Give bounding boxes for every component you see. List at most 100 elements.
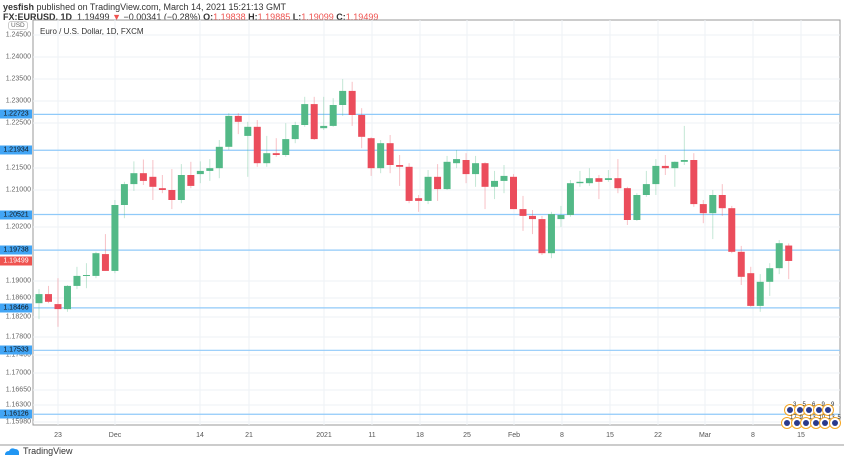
candle[interactable] (585, 168, 593, 186)
candle[interactable] (263, 135, 271, 167)
candle[interactable] (206, 159, 214, 181)
candle-body (367, 138, 375, 169)
candle[interactable] (699, 200, 707, 224)
economic-event-icon[interactable]: 9 (822, 402, 834, 416)
candle[interactable] (642, 170, 650, 197)
candle[interactable] (320, 96, 328, 130)
candle[interactable] (547, 211, 555, 259)
candle[interactable] (101, 234, 109, 271)
last-price: 1.19499 (77, 12, 110, 22)
candle[interactable] (82, 263, 90, 289)
candle[interactable] (538, 215, 546, 255)
candle[interactable] (158, 175, 166, 194)
candle[interactable] (225, 113, 233, 150)
candle[interactable] (576, 170, 584, 187)
candle[interactable] (377, 140, 385, 174)
candle[interactable] (566, 180, 574, 217)
candle[interactable] (73, 266, 81, 290)
y-tick-label: 1.24500 (5, 31, 31, 39)
economic-event-icon[interactable]: 5 (828, 415, 841, 429)
candle[interactable] (358, 108, 366, 149)
candle[interactable] (500, 165, 508, 194)
candle[interactable] (177, 164, 185, 204)
candle[interactable] (443, 155, 451, 190)
candle[interactable] (652, 159, 660, 195)
candle[interactable] (168, 169, 176, 210)
candle[interactable] (718, 184, 726, 216)
candle[interactable] (215, 140, 223, 179)
candle-body (491, 180, 499, 187)
plot-area[interactable] (32, 19, 841, 426)
candle[interactable] (54, 278, 62, 327)
candle[interactable] (253, 120, 261, 167)
candle[interactable] (510, 174, 517, 210)
candle[interactable] (396, 155, 404, 186)
tradingview-logo[interactable]: TradingView (4, 446, 73, 456)
candle-body (500, 175, 508, 181)
candle[interactable] (367, 137, 375, 176)
x-tick-label: 2021 (316, 432, 332, 439)
candle[interactable] (528, 210, 536, 235)
candle[interactable] (44, 285, 52, 304)
candle[interactable] (301, 96, 309, 127)
candle[interactable] (785, 243, 793, 280)
candle[interactable] (187, 161, 195, 189)
candle[interactable] (472, 155, 480, 187)
candle[interactable] (92, 251, 100, 279)
candle[interactable] (282, 123, 290, 157)
candle[interactable] (595, 175, 603, 200)
candle[interactable] (139, 159, 147, 185)
candle[interactable] (661, 155, 669, 175)
candle[interactable] (244, 121, 252, 177)
candle[interactable] (196, 161, 204, 184)
candle-body (44, 294, 52, 302)
candle[interactable] (709, 190, 717, 240)
candle[interactable] (680, 125, 688, 165)
candle[interactable] (120, 181, 128, 219)
candle[interactable] (557, 205, 565, 227)
candle[interactable] (623, 186, 631, 225)
candle[interactable] (491, 170, 499, 200)
candle[interactable] (481, 162, 489, 210)
candle[interactable] (339, 79, 347, 116)
candle-body (130, 173, 138, 185)
candle[interactable] (775, 240, 783, 275)
candle[interactable] (519, 195, 527, 231)
down-arrow-icon: ▼ (112, 12, 122, 22)
candle[interactable] (747, 266, 755, 307)
candle[interactable] (728, 205, 736, 254)
candle-body (453, 159, 461, 164)
candle[interactable] (737, 245, 745, 285)
candle[interactable] (291, 121, 299, 144)
candle[interactable] (111, 200, 119, 274)
candle[interactable] (272, 138, 280, 157)
candle[interactable] (690, 153, 698, 207)
candle[interactable] (310, 96, 318, 140)
candle[interactable] (405, 163, 413, 204)
candle[interactable] (671, 161, 679, 187)
candle[interactable] (756, 274, 764, 312)
candle[interactable] (633, 193, 641, 221)
candle[interactable] (149, 160, 157, 200)
candle[interactable] (35, 289, 43, 320)
candle[interactable] (462, 153, 470, 184)
candle[interactable] (434, 164, 442, 201)
candle[interactable] (766, 263, 774, 296)
candle[interactable] (386, 135, 394, 174)
candle[interactable] (130, 161, 138, 191)
candle[interactable] (329, 98, 337, 127)
candle[interactable] (604, 170, 612, 182)
candle[interactable] (453, 150, 461, 169)
x-tick-label: 18 (416, 432, 424, 439)
published-text: published on TradingView.com, March 14, … (36, 2, 287, 12)
candle[interactable] (614, 159, 622, 194)
close-value: 1.19499 (345, 12, 379, 22)
candle[interactable] (234, 113, 242, 135)
candle[interactable] (415, 195, 423, 212)
candle-body (405, 166, 413, 201)
candle[interactable] (424, 170, 432, 205)
candle-body (766, 268, 774, 282)
candle[interactable] (348, 81, 356, 126)
candle[interactable] (63, 285, 71, 312)
